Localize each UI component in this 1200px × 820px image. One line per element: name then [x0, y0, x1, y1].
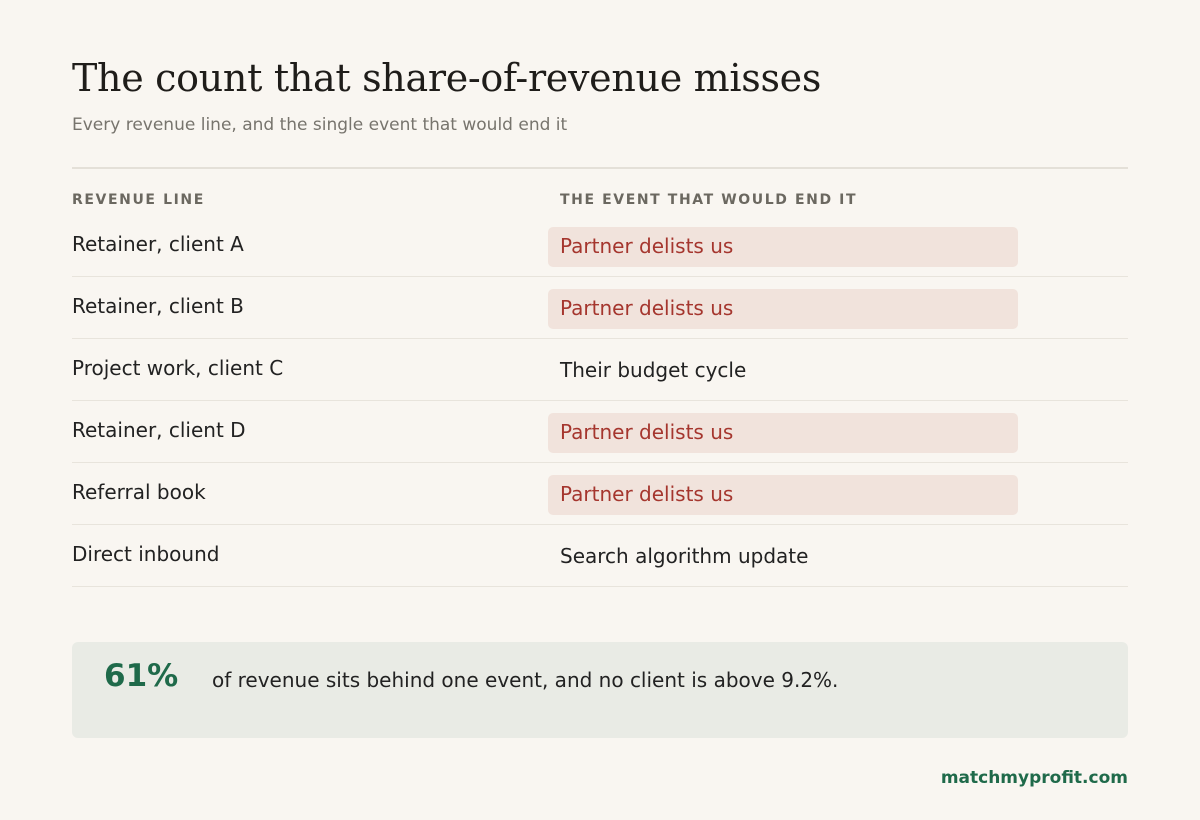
event-cell: Search algorithm update [560, 544, 809, 568]
summary-callout: 61% of revenue sits behind one event, an… [72, 642, 1128, 738]
event-cell: Their budget cycle [560, 358, 747, 382]
table-row: Project work, client C Their budget cycl… [72, 339, 1128, 401]
revenue-line-cell: Direct inbound [72, 542, 220, 566]
revenue-table: Retainer, client A Partner delists us Re… [72, 215, 1128, 587]
table-row: Referral book Partner delists us [72, 463, 1128, 525]
event-cell: Partner delists us [548, 289, 1018, 329]
revenue-line-cell: Referral book [72, 480, 206, 504]
column-header-event: THE EVENT THAT WOULD END IT [560, 192, 858, 208]
callout-text: of revenue sits behind one event, and no… [212, 668, 839, 692]
page-subtitle: Every revenue line, and the single event… [72, 115, 568, 135]
event-cell: Partner delists us [548, 475, 1018, 515]
revenue-line-cell: Retainer, client B [72, 294, 244, 318]
header-divider [72, 167, 1128, 169]
revenue-line-cell: Retainer, client D [72, 418, 246, 442]
revenue-line-cell: Retainer, client A [72, 232, 244, 256]
table-row: Retainer, client D Partner delists us [72, 401, 1128, 463]
revenue-line-cell: Project work, client C [72, 356, 284, 380]
brand-link[interactable]: matchmyprofit.com [940, 768, 1128, 788]
page-title: The count that share-of-revenue misses [72, 56, 822, 100]
page: The count that share-of-revenue misses E… [72, 0, 1128, 820]
table-row: Direct inbound Search algorithm update [72, 525, 1128, 587]
column-header-revenue-line: REVENUE LINE [72, 192, 205, 208]
event-cell: Partner delists us [548, 413, 1018, 453]
event-cell: Partner delists us [548, 227, 1018, 267]
table-row: Retainer, client B Partner delists us [72, 277, 1128, 339]
table-row: Retainer, client A Partner delists us [72, 215, 1128, 277]
callout-stat: 61% [104, 658, 179, 694]
